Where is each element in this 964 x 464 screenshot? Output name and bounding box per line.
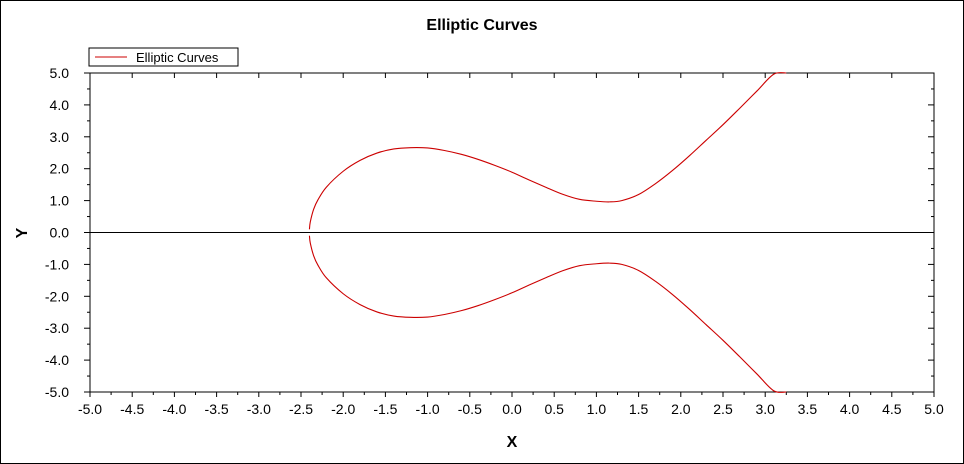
- x-tick-label: -1.5: [373, 401, 397, 417]
- x-tick-label: -4.5: [120, 401, 144, 417]
- x-tick-labels: -5.0 -4.5 -4.0 -3.5 -3.0 -2.5 -2.0 -1.5 -1.0 -0.5…: [78, 401, 944, 417]
- y-tick-label: 0.0: [50, 225, 70, 241]
- x-tick-label: 2.0: [671, 401, 691, 417]
- x-tick-label: -5.0: [78, 401, 102, 417]
- x-tick-label: 3.5: [798, 401, 818, 417]
- x-tick-label: 1.0: [587, 401, 607, 417]
- x-tick-label: 0.5: [544, 401, 564, 417]
- x-tick-label: -2.5: [289, 401, 313, 417]
- series-line-lower-branch: [308, 235, 787, 393]
- x-tick-label: 5.0: [924, 401, 944, 417]
- chart-title: Elliptic Curves: [426, 17, 537, 34]
- y-tick-label: 4.0: [50, 97, 70, 113]
- legend: Elliptic Curves: [88, 47, 239, 67]
- y-tick-label: 2.0: [50, 161, 70, 177]
- y-tick-label: -5.0: [45, 384, 69, 400]
- x-tick-label: -4.0: [162, 401, 186, 417]
- legend-label: Elliptic Curves: [136, 50, 219, 65]
- y-tick-label: 5.0: [50, 65, 70, 81]
- x-tick-label: -2.0: [331, 401, 355, 417]
- x-tick-label: -0.5: [458, 401, 482, 417]
- series-layer: [308, 72, 787, 393]
- y-tick-label: -3.0: [45, 320, 69, 336]
- y-tick-label: 1.0: [50, 193, 70, 209]
- x-tick-label: 0.0: [502, 401, 522, 417]
- x-tick-label: -3.0: [247, 401, 271, 417]
- legend-box: [88, 47, 239, 67]
- x-tick-label: -3.5: [205, 401, 229, 417]
- x-tick-label: 1.5: [629, 401, 649, 417]
- y-tick-label: -4.0: [45, 352, 69, 368]
- y-tick-label: 3.0: [50, 129, 70, 145]
- axis-ticks: [84, 72, 935, 397]
- y-tick-label: -1.0: [45, 256, 69, 272]
- x-tick-label: 3.0: [755, 401, 775, 417]
- y-tick-label: -2.0: [45, 288, 69, 304]
- x-axis-label: X: [507, 434, 518, 451]
- y-axis-label: Y: [14, 227, 31, 238]
- series-line-upper-branch: [308, 72, 787, 230]
- x-tick-label: 4.5: [882, 401, 902, 417]
- y-tick-labels: 5.0 4.0 3.0 2.0 1.0 0.0 -1.0 -2.0 -3.0 -4.0 -5.0: [45, 65, 69, 400]
- x-tick-label: 4.0: [840, 401, 860, 417]
- x-tick-label: -1.0: [416, 401, 440, 417]
- x-tick-label: 2.5: [713, 401, 733, 417]
